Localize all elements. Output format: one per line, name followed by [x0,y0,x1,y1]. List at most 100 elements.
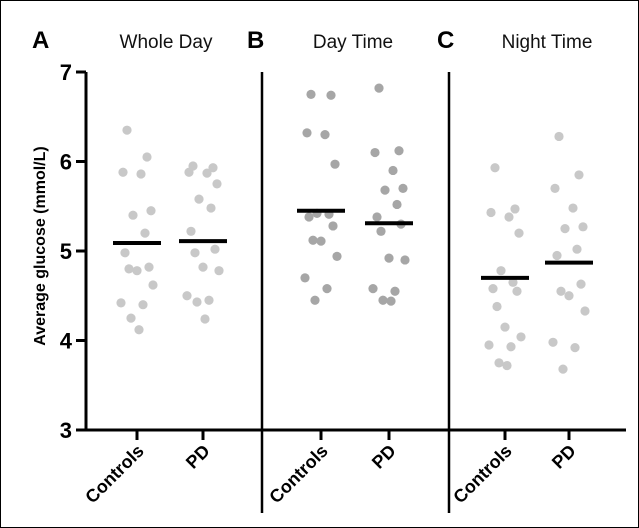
data-point [120,248,130,258]
data-point [398,183,408,193]
data-point [192,297,202,307]
data-point [554,131,564,142]
data-point [330,159,340,169]
panel-c-letter: C [437,27,454,54]
data-point [504,212,514,222]
category-labels: Controls PD Controls PD Controls PD [81,441,579,507]
data-point [212,179,222,189]
data-point [146,206,156,216]
data-point [126,313,136,323]
data-point [516,332,526,342]
data-point [118,167,128,177]
data-point [394,146,404,156]
y-tick-label: 7 [60,60,72,85]
data-point [306,89,316,99]
panel-b-title: Day Time [313,32,393,53]
data-point [186,226,196,236]
data-point [576,279,586,289]
data-point [142,152,152,162]
data-point [208,163,218,173]
data-point [308,235,318,245]
data-point [148,280,158,290]
data-point [310,295,320,305]
data-point [558,364,568,374]
data-point [376,226,386,236]
data-point [548,337,558,347]
data-point [326,90,336,100]
data-point [206,203,216,213]
data-point [388,165,398,176]
data-point [514,228,524,238]
data-point [570,343,580,353]
panel-c-title: Night Time [502,32,593,53]
data-point [574,170,584,180]
data-point [316,236,326,246]
category-label: PD [548,441,580,473]
panel-a-title: Whole Day [120,32,213,53]
data-point [380,185,390,195]
category-label: Controls [265,441,331,507]
data-point [320,130,330,140]
data-point [496,266,506,276]
data-point [116,298,126,308]
data-point [322,283,332,294]
data-point [374,83,384,93]
y-tick-label: 3 [60,418,72,443]
data-point [210,244,220,254]
data-point [204,295,214,305]
data-point [510,204,520,214]
data-point [556,286,566,296]
panel-b-letter: B [247,27,264,54]
data-point [550,183,560,193]
data-point [378,295,388,305]
data-point [580,306,590,316]
data-point [194,194,204,204]
y-axis-label: Average glucose (mmol/L) [32,146,49,345]
data-point [512,286,522,296]
data-point [302,128,312,138]
data-point [500,322,510,332]
data-point [182,291,192,301]
data-point [390,286,400,296]
data-point [300,273,310,283]
data-point [190,248,200,258]
data-point [304,212,314,222]
data-point [122,125,132,135]
data-point [132,266,142,276]
data-point [200,314,210,324]
data-point [140,228,150,238]
data-point [488,283,498,294]
data-point [502,360,512,371]
data-point [372,212,382,222]
data-point [400,255,410,265]
data-point [136,169,146,179]
data-point [490,163,500,173]
category-label: Controls [81,441,147,507]
category-label: Controls [449,441,515,507]
data-point [370,147,380,158]
data-point [506,342,516,352]
data-point [124,264,134,274]
category-label: PD [182,441,214,473]
data-point [214,266,224,276]
category-label: PD [368,441,400,473]
y-tick-label: 4 [60,329,73,354]
data-point [368,283,378,294]
panel-a-letter: A [32,27,49,54]
chart-marks [113,83,593,374]
data-point [384,253,394,263]
data-point [134,325,144,335]
data-point [328,221,338,231]
data-point [128,210,138,220]
data-point [392,199,402,210]
data-point [568,203,578,213]
data-point [332,251,342,261]
data-point [560,224,570,234]
data-point [202,168,212,178]
data-point [552,250,562,261]
data-point [572,244,582,254]
data-point [492,301,502,312]
data-point [564,291,574,301]
data-point [486,207,496,218]
